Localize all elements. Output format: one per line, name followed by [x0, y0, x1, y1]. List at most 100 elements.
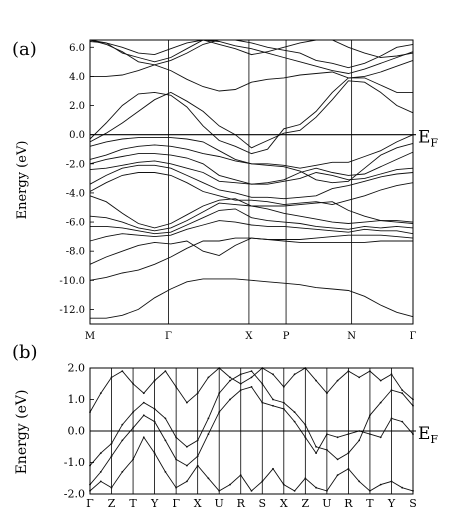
- a-band-12: [89, 134, 414, 169]
- b-band-point: [110, 486, 113, 489]
- a-band-4: [89, 220, 414, 242]
- b-band-point: [304, 477, 307, 480]
- b-band-point: [272, 398, 274, 401]
- b-band-point: [142, 392, 145, 395]
- b-band-point: [250, 370, 253, 372]
- b-kpoint-label: U: [215, 497, 224, 510]
- panel-b-fermi-E: E: [418, 424, 430, 444]
- b-band-point: [196, 464, 199, 467]
- b-band-point: [358, 480, 361, 483]
- a-band-7: [89, 195, 414, 229]
- b-kpoint-label: T: [366, 497, 374, 510]
- b-band-point: [229, 398, 231, 401]
- a-band-1: [90, 278, 414, 319]
- b-band-point: [132, 382, 135, 385]
- panel-a-bands: [89, 39, 414, 319]
- a-ytick-label: 6.0: [69, 43, 85, 54]
- b-band-point: [358, 439, 361, 442]
- panel-b-fermi-label: EF: [418, 424, 438, 446]
- b-band-point: [282, 483, 285, 486]
- b-band-point: [390, 389, 393, 391]
- b-kpoint-label: U: [322, 497, 331, 510]
- b-band-point: [304, 423, 307, 426]
- b-band-point: [229, 379, 231, 382]
- b-kpoint-label: R: [344, 497, 353, 510]
- b-band-point: [239, 474, 242, 476]
- b-band-point: [207, 433, 210, 435]
- b-kpoint-label: Γ: [172, 497, 180, 510]
- panel-a-label: (a): [12, 39, 37, 60]
- b-band-point: [196, 439, 199, 442]
- b-band-point: [326, 433, 328, 435]
- b-band-4: [89, 436, 414, 492]
- a-band-13: [89, 137, 414, 184]
- b-band-point: [347, 370, 350, 372]
- b-band-point: [401, 392, 404, 395]
- b-band-point: [110, 455, 113, 458]
- b-band-point: [186, 401, 188, 404]
- b-band-point: [186, 480, 188, 483]
- b-band-point: [293, 411, 296, 413]
- b-band-point: [110, 442, 113, 445]
- b-band-point: [207, 477, 210, 480]
- b-band-point: [326, 449, 328, 451]
- b-band-point: [282, 401, 285, 404]
- b-band-1: [89, 370, 414, 466]
- b-band-point: [239, 373, 242, 376]
- panel-a: (a) Energy (eV) 6.0 4.0 2.0 0.0 -2.0 -4.0 -6.0…: [12, 39, 438, 342]
- b-band-point: [132, 427, 135, 429]
- b-band-point: [207, 417, 210, 420]
- b-band-point: [229, 376, 231, 379]
- panel-a-fermi-label: EF: [418, 128, 438, 150]
- b-band-point: [261, 480, 264, 483]
- a-ytick-label: -2.0: [66, 159, 85, 170]
- b-band-point: [121, 370, 124, 372]
- b-kpoint-label: Z: [302, 497, 310, 510]
- b-ytick-label: 2.0: [68, 362, 86, 375]
- b-band-point: [336, 458, 339, 461]
- b-band-point: [358, 376, 361, 379]
- b-band-point: [347, 452, 350, 454]
- a-band-2: [89, 237, 413, 281]
- a-ytick-label: -6.0: [66, 218, 85, 229]
- b-band-point: [207, 376, 210, 379]
- b-band-point: [175, 386, 178, 388]
- b-band-point: [379, 379, 382, 382]
- b-kpoint-label: T: [129, 497, 137, 510]
- b-band-point: [250, 490, 253, 492]
- b-band-point: [304, 436, 307, 439]
- b-band-point: [99, 452, 102, 454]
- b-band-point: [121, 439, 124, 442]
- panel-b-frame: [89, 367, 414, 495]
- b-band-point: [132, 458, 135, 461]
- b-kpoint-label: Γ: [86, 497, 94, 510]
- b-band-point: [293, 490, 296, 492]
- a-kpoint-label: Γ: [410, 331, 417, 342]
- panel-a-fermi-sub: F: [430, 137, 438, 150]
- b-band-point: [164, 370, 167, 372]
- b-band-point: [401, 486, 404, 489]
- b-band-3: [89, 367, 414, 413]
- b-band-point: [239, 389, 242, 391]
- b-band-point: [369, 414, 371, 417]
- b-band-point: [282, 408, 285, 410]
- b-band-point: [142, 414, 145, 417]
- a-ytick-label: 4.0: [69, 72, 85, 83]
- b-band-point: [261, 382, 264, 385]
- b-band-point: [250, 376, 253, 379]
- b-band-point: [336, 436, 339, 439]
- b-band-point: [250, 386, 253, 388]
- b-ytick-label: 0.0: [68, 425, 86, 438]
- a-kpoint-label: X: [245, 331, 253, 342]
- b-band-point: [261, 401, 264, 404]
- b-band-point: [390, 417, 393, 420]
- b-band-point: [121, 471, 124, 473]
- a-kpoint-label: M: [85, 331, 95, 342]
- a-band-3: [89, 234, 414, 265]
- a-band-19: [89, 39, 414, 69]
- b-band-point: [229, 483, 231, 486]
- b-band-point: [390, 373, 393, 376]
